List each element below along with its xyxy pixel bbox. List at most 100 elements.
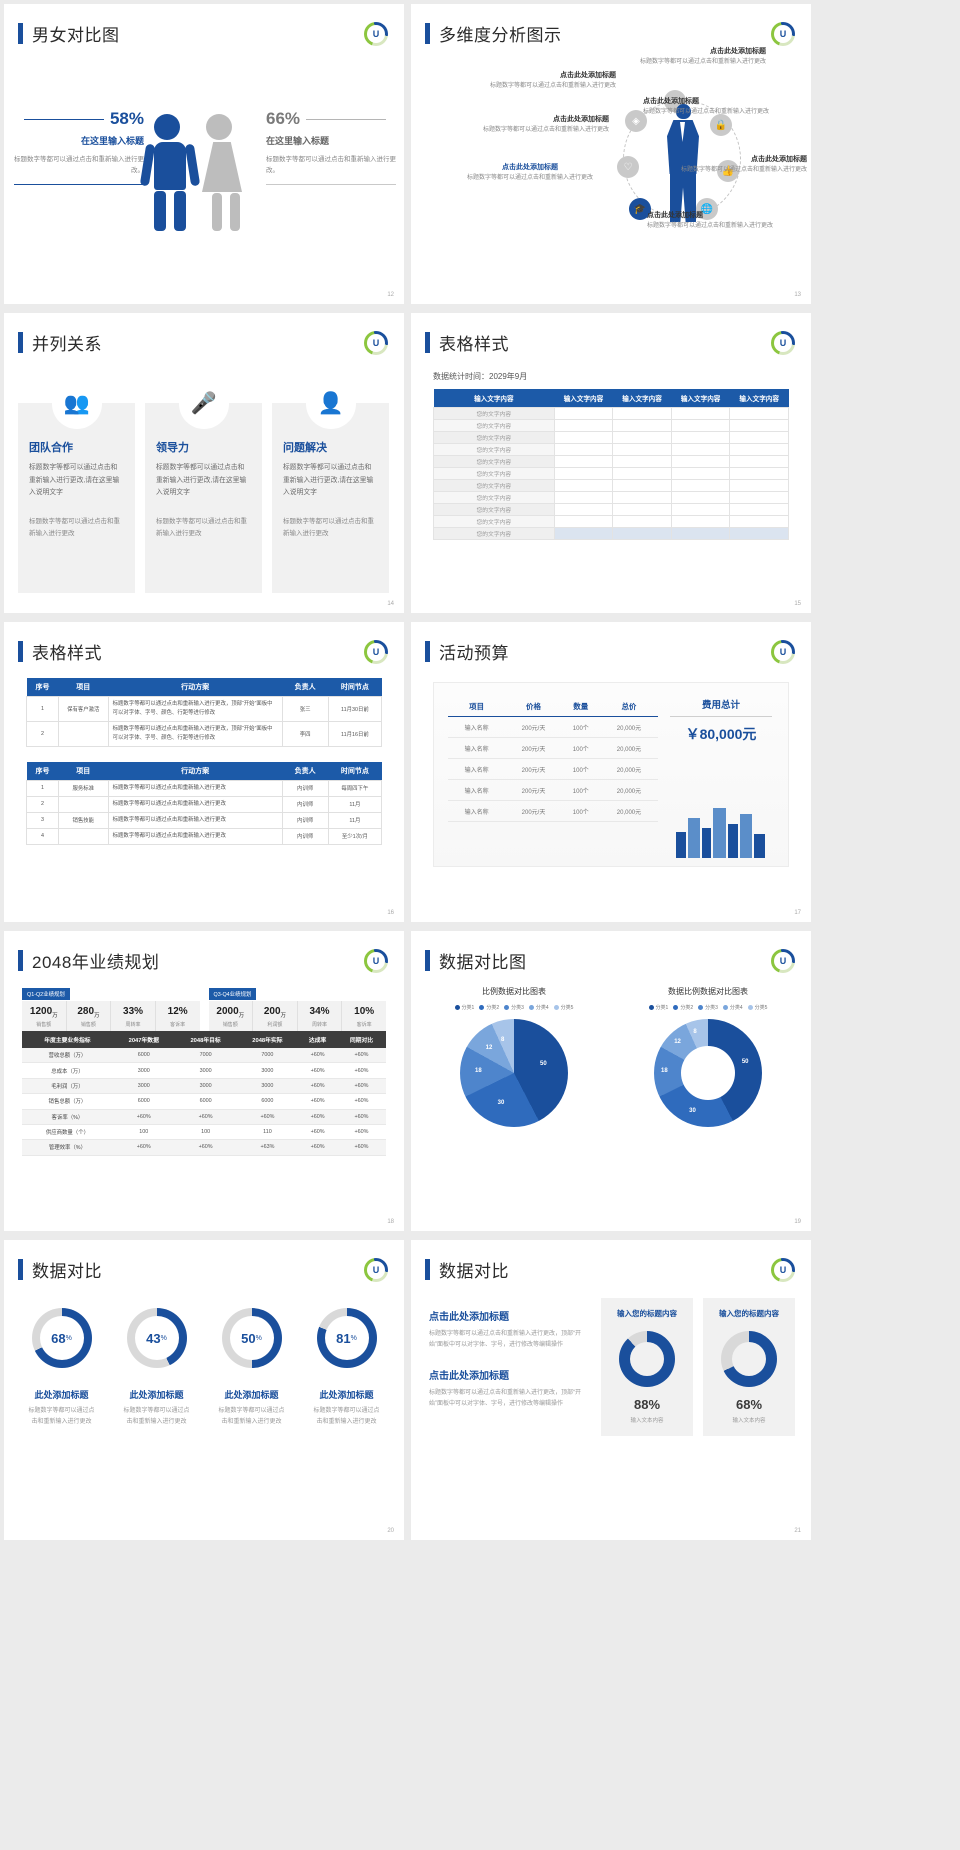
cell: 7000 xyxy=(236,1048,299,1064)
slide-19[interactable]: 数据对比图 U 比例数据对比图表 分类1 分类2 分类3 分类4 分类5 50 30 18 1… xyxy=(411,931,811,1231)
cell: +60% xyxy=(112,1109,175,1125)
table-header-row: 序号 项目 行动方案 负责人 时间节点 xyxy=(26,678,382,697)
cell xyxy=(670,419,731,432)
cell xyxy=(553,527,614,540)
slide-17[interactable]: 活动预算 U 项目 价格 数量 总价 输入名称 200元/天 100个 20,000元… xyxy=(411,622,811,922)
card-item[interactable]: 👤 问题解决 标题数字等都可以通过点击和重新输入进行更改,请在这里输入说明文字 … xyxy=(272,379,389,593)
cell: 3000 xyxy=(174,1062,237,1079)
col-header: 时间节点 xyxy=(328,678,382,697)
question-people-icon: 👤 xyxy=(306,379,356,429)
female-head xyxy=(206,114,232,140)
cell: +60% xyxy=(298,1124,337,1141)
slide-12[interactable]: 男女对比图 U 58% 在这里输入标题 标题数字等都可以通过点击和重新输入进行更… xyxy=(4,4,404,304)
kpi-value: 280万 xyxy=(77,1006,100,1019)
cell: 您的文字内容 xyxy=(433,419,555,432)
diamond-icon[interactable]: ◈ xyxy=(625,110,647,132)
ring-value: 50% xyxy=(241,1330,262,1346)
slide-21[interactable]: 数据对比 U 点击此处添加标题 标题数字等都可以通过点击和重新输入进行更改，顶部… xyxy=(411,1240,811,1540)
title-accent-bar xyxy=(425,23,430,44)
cell xyxy=(612,479,672,492)
col-header: 2047年数据 xyxy=(112,1031,175,1048)
brand-logo-icon: U xyxy=(771,640,795,664)
radial-diagram: ✈ 🔒 👍 🌐 🎓 ♡ ◈ 点击此处添加标题 标题数字等都可以通过点击和重新输入… xyxy=(411,48,811,292)
logo-glyph: U xyxy=(779,647,787,657)
slide-13[interactable]: 多维度分析图示 U ✈ 🔒 👍 🌐 🎓 ♡ ◈ 点击此处添加标题 标题数字等都可… xyxy=(411,4,811,304)
label-4-title: 点击此处添加标题 xyxy=(710,48,766,55)
globe-icon[interactable]: 🌐 xyxy=(696,198,718,220)
slide-16[interactable]: 表格样式 U 序号 项目 行动方案 负责人 时间节点 1 保有客户激活 标题数字等都… xyxy=(4,622,404,922)
cell xyxy=(729,419,789,432)
col-header: 2048年实际 xyxy=(236,1031,299,1048)
donut-gauge xyxy=(721,1331,777,1387)
kpi-value: 1200万 xyxy=(29,1006,58,1019)
progress-ring-item[interactable]: 50% 此处添加标题 标题数字等都可以通过点击和重新输入进行更改 xyxy=(204,1308,299,1428)
kpi-group-q1q2: Q1-Q2业绩规划 1200万 销售额 280万 销售额 33% 周转率 12% 客诉率 xyxy=(22,983,200,1032)
cell xyxy=(729,479,789,492)
progress-ring-item[interactable]: 43% 此处添加标题 标题数字等都可以通过点击和重新输入进行更改 xyxy=(109,1308,204,1428)
card-text: 标题数字等都可以通过点击和重新输入进行更改,请在这里输入说明文字 xyxy=(29,464,120,497)
logo-glyph: U xyxy=(779,956,787,966)
cell: +60% xyxy=(336,1109,386,1125)
cell: 4 xyxy=(26,827,59,845)
label-5-desc: 标题数字等都可以通过点击和重新输入进行更改 xyxy=(643,109,770,115)
kpi-value: 12% xyxy=(167,1006,188,1017)
businessman-silhouette xyxy=(666,104,700,222)
slide-header: 数据对比 xyxy=(18,1257,102,1282)
card-item[interactable]: 🎤 领导力 标题数字等都可以通过点击和重新输入进行更改,请在这里输入说明文字 标… xyxy=(145,379,262,593)
cell: 您的文字内容 xyxy=(433,527,555,540)
lock-icon[interactable]: 🔒 xyxy=(710,114,732,136)
cell: 李四 xyxy=(281,720,329,747)
col-header: 输入文字内容 xyxy=(612,389,672,408)
col-header: 达成率 xyxy=(298,1031,337,1048)
cell xyxy=(670,503,731,516)
slide-18[interactable]: 2048年业绩规划 U Q1-Q2业绩规划 1200万 销售额 280万 销售额 33%… xyxy=(4,931,404,1231)
cell xyxy=(612,407,672,420)
slide-20[interactable]: 数据对比 U 68% 此处添加标题 标题数字等都可以通过点击和重新输入进行更改 43%… xyxy=(4,1240,404,1540)
slide-header: 数据对比 xyxy=(425,1257,509,1282)
kpi-label: 销售额 xyxy=(222,1022,238,1028)
slide-14[interactable]: 并列关系 U 👥 团队合作 标题数字等都可以通过点击和重新输入进行更改,请在这里… xyxy=(4,313,404,613)
total-box: 费用总计 ￥80,000元 xyxy=(670,697,772,744)
cell xyxy=(729,527,789,540)
heart-icon[interactable]: ♡ xyxy=(617,156,639,178)
brand-logo-icon: U xyxy=(771,949,795,973)
female-rule-bottom xyxy=(266,184,396,186)
page-title: 数据对比图 xyxy=(439,953,527,972)
progress-ring-item[interactable]: 68% 此处添加标题 标题数字等都可以通过点击和重新输入进行更改 xyxy=(14,1308,109,1428)
cell xyxy=(729,443,789,456)
col-header: 输入文字内容 xyxy=(554,389,613,408)
slide-15[interactable]: 表格样式 U 数据统计时间：2029年9月 输入文字内容 输入文字内容 输入文字… xyxy=(411,313,811,613)
pie-value: 12 xyxy=(485,1044,493,1051)
cell: 11月30日前 xyxy=(327,696,383,722)
kpi-value: 2000万 xyxy=(216,1006,245,1019)
graduation-cap-icon[interactable]: 🎓 xyxy=(629,198,651,220)
label-1-title: 点击此处添加标题 xyxy=(560,72,616,79)
cell: 1 xyxy=(26,696,59,722)
cell: 100个 xyxy=(561,800,600,822)
cell: 您的文字内容 xyxy=(433,407,555,420)
progress-ring-item[interactable]: 81% 此处添加标题 标题数字等都可以通过点击和重新输入进行更改 xyxy=(299,1308,394,1428)
stat-card[interactable]: 输入您的标题内容 68% 输入文本内容 xyxy=(703,1298,795,1436)
female-subtitle: 在这里输入标题 xyxy=(266,136,330,146)
cell: 内训师 xyxy=(281,827,329,845)
card-item[interactable]: 👥 团队合作 标题数字等都可以通过点击和重新输入进行更改,请在这里输入说明文字 … xyxy=(18,379,135,593)
slide-header: 并列关系 xyxy=(18,330,102,355)
label-7-title: 点击此处添加标题 xyxy=(647,212,703,219)
kpi-group-q3q4: Q3-Q4业绩规划 2000万 销售额 200万 利润额 34% 周转率 10% 客诉率 xyxy=(208,983,386,1032)
cell xyxy=(670,443,731,456)
thumbs-up-icon[interactable]: 👍 xyxy=(717,160,739,182)
card-value: 88% xyxy=(633,1397,661,1412)
progress-ring: 43% xyxy=(126,1308,187,1368)
logo-glyph: U xyxy=(779,338,787,348)
table-row: 您的文字内容 xyxy=(433,467,789,480)
cell: 内训师 xyxy=(281,811,329,829)
stat-card[interactable]: 输入您的标题内容 88% 输入文本内容 xyxy=(601,1298,693,1436)
cell: 标题数字等都可以通过点击和重新输入进行更改 xyxy=(107,827,283,845)
label-1-desc: 标题数字等都可以通过点击和重新输入进行更改 xyxy=(489,83,616,89)
cell: 6000 xyxy=(112,1093,175,1110)
label-2-desc: 标题数字等都可以通过点击和重新输入进行更改 xyxy=(482,127,609,133)
col-header: 价格 xyxy=(505,697,562,717)
table-row: 总成本（万） 3000 3000 3000 +60% +60% xyxy=(22,1062,386,1079)
col-header: 序号 xyxy=(26,762,59,781)
cell: 7000 xyxy=(174,1048,237,1064)
